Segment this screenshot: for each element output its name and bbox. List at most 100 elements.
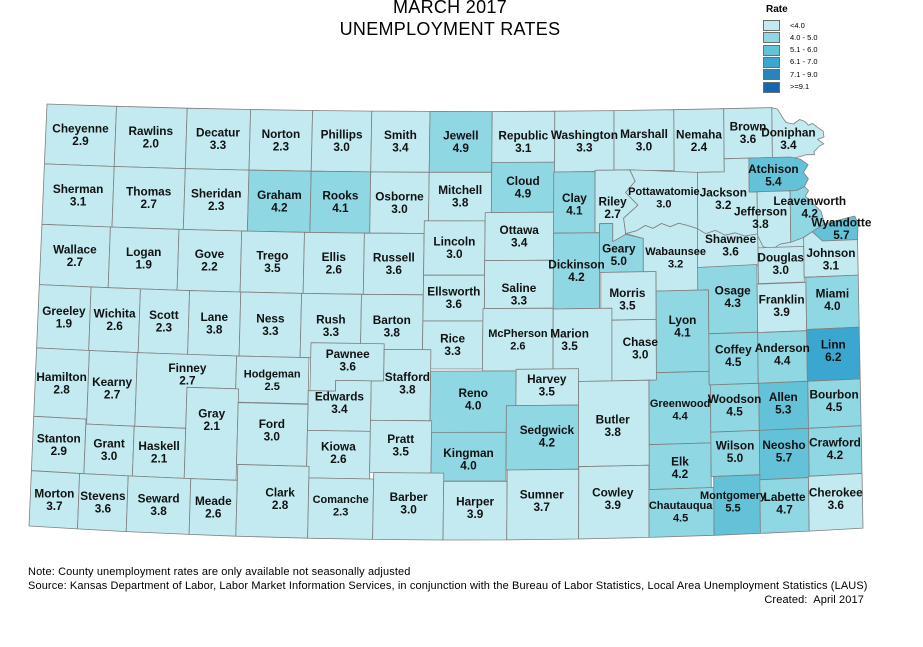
svg-text:Scott2.3: Scott 2.3 bbox=[149, 308, 179, 335]
svg-text:Gray2.1: Gray 2.1 bbox=[198, 407, 225, 434]
svg-text:Ford3.0: Ford 3.0 bbox=[259, 417, 285, 444]
svg-text:Harper3.9: Harper 3.9 bbox=[456, 494, 494, 521]
svg-text:Washington3.3: Washington 3.3 bbox=[551, 128, 618, 155]
svg-text:Dickinson4.2: Dickinson 4.2 bbox=[548, 257, 604, 284]
svg-text:Sedgwick4.2: Sedgwick 4.2 bbox=[520, 423, 575, 450]
svg-text:Cheyenne2.9: Cheyenne 2.9 bbox=[52, 122, 109, 149]
svg-text:Wyandotte5.7: Wyandotte 5.7 bbox=[811, 215, 872, 242]
svg-text:Woodson4.5: Woodson 4.5 bbox=[708, 392, 762, 419]
svg-text:Hamilton2.8: Hamilton 2.8 bbox=[36, 370, 86, 397]
svg-text:Rooks4.1: Rooks 4.1 bbox=[322, 189, 358, 216]
svg-text:Anderson4.4: Anderson 4.4 bbox=[755, 341, 810, 368]
svg-text:Morton3.7: Morton 3.7 bbox=[34, 486, 74, 513]
svg-text:Kingman4.0: Kingman 4.0 bbox=[443, 446, 493, 473]
svg-text:Lane3.8: Lane 3.8 bbox=[201, 310, 229, 337]
svg-text:Pratt3.5: Pratt 3.5 bbox=[387, 432, 414, 459]
svg-text:Bourbon4.5: Bourbon 4.5 bbox=[810, 388, 859, 415]
svg-text:Neosho5.7: Neosho 5.7 bbox=[762, 438, 805, 465]
svg-text:Labette4.7: Labette 4.7 bbox=[764, 490, 806, 517]
svg-text:Douglas3.0: Douglas 3.0 bbox=[757, 251, 804, 278]
svg-text:Cloud4.9: Cloud 4.9 bbox=[506, 174, 539, 201]
svg-text:Comanche2.3: Comanche 2.3 bbox=[313, 494, 369, 519]
svg-text:Phillips3.0: Phillips 3.0 bbox=[321, 128, 363, 155]
svg-text:Sheridan2.3: Sheridan 2.3 bbox=[191, 186, 241, 213]
svg-text:Geary5.0: Geary 5.0 bbox=[602, 242, 636, 269]
svg-text:Wilson5.0: Wilson 5.0 bbox=[716, 438, 755, 465]
svg-text:Jackson3.2: Jackson 3.2 bbox=[700, 186, 747, 213]
svg-text:Kiowa2.6: Kiowa 2.6 bbox=[321, 440, 356, 467]
svg-text:Ellis2.6: Ellis 2.6 bbox=[322, 250, 347, 277]
svg-text:Montgomery5.5: Montgomery 5.5 bbox=[700, 490, 767, 515]
svg-text:Atchison5.4: Atchison 5.4 bbox=[748, 162, 798, 189]
svg-text:Stanton2.9: Stanton 2.9 bbox=[37, 432, 81, 459]
svg-text:Coffey4.5: Coffey 4.5 bbox=[715, 343, 752, 370]
svg-text:Clark2.8: Clark 2.8 bbox=[265, 486, 295, 513]
svg-text:Jefferson3.8: Jefferson 3.8 bbox=[734, 205, 787, 232]
svg-text:Reno4.0: Reno 4.0 bbox=[458, 386, 488, 413]
svg-text:Seward3.8: Seward 3.8 bbox=[138, 492, 180, 519]
svg-text:Logan1.9: Logan 1.9 bbox=[126, 245, 161, 272]
svg-text:Lincoln3.0: Lincoln 3.0 bbox=[433, 235, 475, 262]
svg-text:Chautauqua4.5: Chautauqua 4.5 bbox=[649, 500, 713, 525]
svg-text:Republic3.1: Republic 3.1 bbox=[498, 128, 548, 155]
svg-text:Mitchell3.8: Mitchell 3.8 bbox=[438, 183, 482, 210]
svg-text:Wallace2.7: Wallace 2.7 bbox=[53, 243, 97, 270]
svg-text:Finney2.7: Finney 2.7 bbox=[168, 361, 206, 388]
svg-text:Harvey3.5: Harvey 3.5 bbox=[527, 372, 567, 399]
svg-text:Rush3.3: Rush 3.3 bbox=[316, 313, 346, 340]
svg-text:Butler3.8: Butler 3.8 bbox=[596, 412, 630, 439]
svg-text:Nemaha2.4: Nemaha 2.4 bbox=[676, 127, 722, 154]
svg-text:Grant3.0: Grant 3.0 bbox=[93, 437, 125, 464]
svg-text:Saline3.3: Saline 3.3 bbox=[502, 281, 537, 308]
svg-text:Elk4.2: Elk 4.2 bbox=[671, 455, 689, 482]
svg-text:Chase3.0: Chase 3.0 bbox=[623, 335, 659, 362]
svg-text:Leavenworth4.2: Leavenworth 4.2 bbox=[773, 194, 846, 221]
svg-text:Marshall3.0: Marshall 3.0 bbox=[620, 127, 668, 154]
svg-text:Pawnee3.6: Pawnee 3.6 bbox=[326, 347, 370, 374]
svg-text:Graham4.2: Graham 4.2 bbox=[257, 188, 302, 215]
svg-text:Norton2.3: Norton 2.3 bbox=[262, 127, 301, 154]
svg-text:Lyon4.1: Lyon 4.1 bbox=[669, 313, 697, 340]
svg-text:Osborne3.0: Osborne 3.0 bbox=[375, 189, 424, 216]
svg-text:Edwards3.4: Edwards 3.4 bbox=[315, 390, 365, 417]
svg-text:Hodgeman2.5: Hodgeman 2.5 bbox=[244, 369, 301, 394]
svg-text:Trego3.5: Trego 3.5 bbox=[256, 249, 288, 276]
svg-text:Stafford3.8: Stafford 3.8 bbox=[385, 370, 430, 397]
svg-text:Marion3.5: Marion 3.5 bbox=[550, 327, 589, 354]
svg-text:Clay4.1: Clay 4.1 bbox=[562, 191, 587, 218]
svg-text:Barber3.0: Barber 3.0 bbox=[390, 490, 428, 517]
svg-text:Kearny2.7: Kearny 2.7 bbox=[92, 375, 132, 402]
svg-text:Sherman3.1: Sherman 3.1 bbox=[53, 182, 103, 209]
svg-text:Smith3.4: Smith 3.4 bbox=[384, 128, 417, 155]
svg-text:Gove2.2: Gove 2.2 bbox=[195, 247, 225, 274]
svg-text:Meade2.6: Meade 2.6 bbox=[195, 494, 232, 521]
svg-text:Ottawa3.4: Ottawa 3.4 bbox=[500, 223, 540, 250]
svg-text:Wabaunsee3.2: Wabaunsee 3.2 bbox=[645, 246, 706, 271]
svg-text:Shawnee3.6: Shawnee 3.6 bbox=[705, 232, 757, 259]
svg-text:Osage4.3: Osage 4.3 bbox=[715, 284, 752, 311]
svg-text:Decatur3.3: Decatur 3.3 bbox=[196, 126, 240, 153]
svg-text:Stevens3.6: Stevens 3.6 bbox=[80, 489, 126, 516]
svg-text:Cowley3.9: Cowley 3.9 bbox=[592, 486, 634, 513]
svg-text:Allen5.3: Allen 5.3 bbox=[769, 390, 798, 417]
svg-text:Pottawatomie3.0: Pottawatomie 3.0 bbox=[628, 186, 700, 211]
svg-text:Haskell2.1: Haskell 2.1 bbox=[138, 439, 179, 466]
svg-text:Morris3.5: Morris 3.5 bbox=[609, 286, 645, 313]
svg-text:Johnson3.1: Johnson 3.1 bbox=[806, 246, 855, 273]
svg-text:Brown3.6: Brown 3.6 bbox=[730, 120, 767, 147]
svg-text:Jewell4.9: Jewell 4.9 bbox=[443, 128, 478, 155]
svg-text:Doniphan3.4: Doniphan 3.4 bbox=[761, 126, 815, 153]
svg-text:Barton3.8: Barton 3.8 bbox=[373, 313, 411, 340]
svg-text:Crawford4.2: Crawford 4.2 bbox=[809, 436, 861, 463]
svg-text:Ellsworth3.6: Ellsworth 3.6 bbox=[427, 285, 480, 312]
svg-text:Russell3.6: Russell 3.6 bbox=[373, 251, 415, 278]
svg-text:Wichita2.6: Wichita 2.6 bbox=[94, 306, 136, 333]
svg-text:Linn6.2: Linn 6.2 bbox=[821, 337, 846, 364]
svg-text:Thomas2.7: Thomas 2.7 bbox=[126, 185, 172, 212]
svg-text:Rawlins2.0: Rawlins 2.0 bbox=[129, 124, 174, 151]
svg-text:Rice3.3: Rice 3.3 bbox=[440, 332, 465, 359]
svg-text:Greeley1.9: Greeley 1.9 bbox=[42, 304, 86, 331]
svg-text:Greenwood4.4: Greenwood 4.4 bbox=[650, 398, 711, 423]
svg-text:Cherokee3.6: Cherokee 3.6 bbox=[809, 486, 863, 512]
svg-text:Riley2.7: Riley 2.7 bbox=[598, 195, 627, 222]
